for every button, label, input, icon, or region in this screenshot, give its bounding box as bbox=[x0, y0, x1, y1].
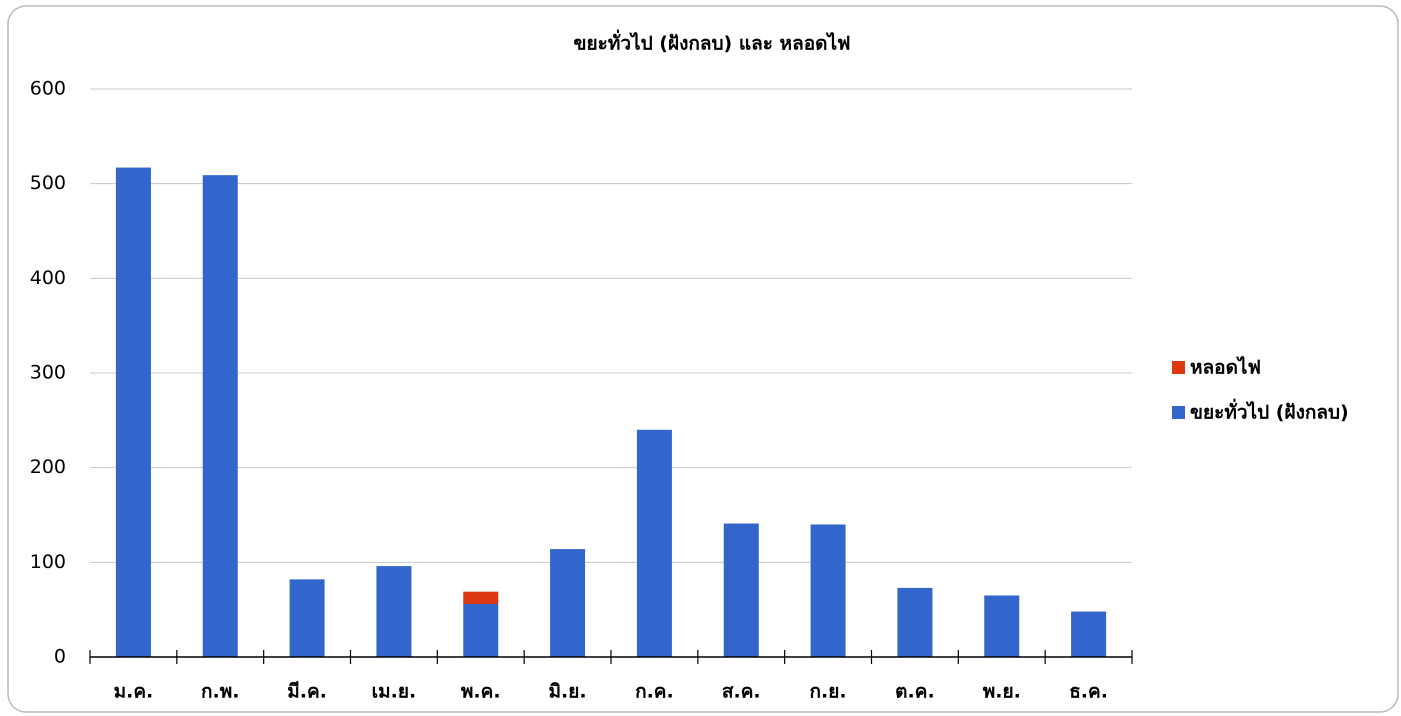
bar-segment bbox=[1071, 611, 1107, 657]
bar-segment bbox=[463, 603, 499, 657]
x-tick-label: มิ.ย. bbox=[549, 681, 587, 703]
x-tick-label: พ.ค. bbox=[461, 681, 501, 703]
chart-frame bbox=[7, 5, 1399, 713]
bar-segment bbox=[289, 579, 325, 657]
x-tick-label: พ.ย. bbox=[983, 681, 1021, 703]
x-tick-label: ม.ค. bbox=[114, 681, 154, 703]
y-tick-label: 100 bbox=[30, 551, 66, 573]
x-tick-label: ต.ค. bbox=[895, 681, 934, 703]
chart-title: ขยะทั่วไป (ฝังกลบ) และ หลอดไฟ bbox=[574, 30, 851, 55]
legend-swatch bbox=[1172, 361, 1185, 374]
bar-segment bbox=[810, 524, 846, 657]
y-tick-label: 400 bbox=[30, 267, 66, 289]
x-tick-label: ก.พ. bbox=[201, 681, 239, 703]
y-tick-label: 500 bbox=[30, 172, 66, 194]
bar-segment bbox=[897, 587, 933, 657]
legend-swatch bbox=[1172, 406, 1185, 419]
bar-segment bbox=[115, 167, 151, 657]
x-tick-label: ก.ค. bbox=[635, 681, 674, 703]
x-tick-label: ธ.ค. bbox=[1069, 681, 1108, 703]
bar-segment bbox=[984, 595, 1020, 657]
legend-label: หลอดไฟ bbox=[1190, 356, 1261, 379]
bar-segment bbox=[723, 523, 759, 657]
legend-label: ขยะทั่วไป (ฝังกลบ) bbox=[1190, 399, 1349, 424]
y-tick-label: 600 bbox=[30, 78, 66, 100]
y-tick-label: 200 bbox=[30, 456, 66, 478]
x-tick-label: ส.ค. bbox=[722, 681, 761, 703]
x-tick-label: มี.ค. bbox=[287, 681, 327, 703]
bar-segment bbox=[463, 591, 499, 604]
x-tick-label: เม.ย. bbox=[372, 681, 417, 703]
bar-segment bbox=[202, 175, 238, 657]
x-tick-label: ก.ย. bbox=[810, 681, 847, 703]
y-tick-label: 300 bbox=[30, 362, 66, 384]
bar-segment bbox=[550, 549, 586, 657]
bar-segment bbox=[376, 566, 412, 657]
bar-segment bbox=[636, 429, 672, 657]
y-tick-label: 0 bbox=[54, 646, 66, 668]
